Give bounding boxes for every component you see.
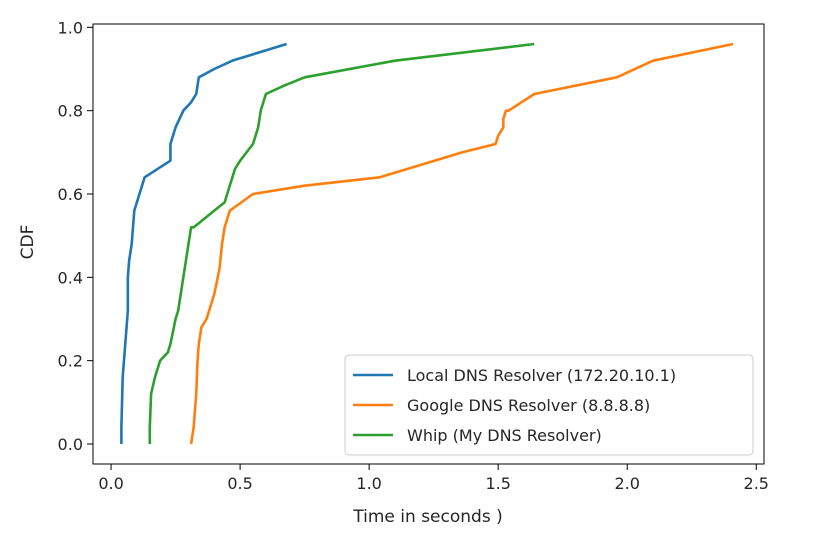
x-tick-label: 0.0 (98, 474, 123, 493)
axes-frame (92, 23, 765, 465)
y-tick-label: 0.0 (58, 435, 83, 454)
plot-frame (92, 23, 765, 465)
series-line-3 (148, 42, 535, 444)
x-axis-label: Time in seconds ) (352, 507, 502, 527)
x-tick-label: 0.5 (227, 474, 252, 493)
x-tick-label: 1.5 (485, 474, 510, 493)
x-tick-label: 2.0 (614, 474, 639, 493)
x-tick-label: 1.0 (356, 474, 381, 493)
series-layer (120, 42, 734, 445)
y-tick-label: 0.6 (58, 185, 83, 204)
y-tick-label: 0.2 (58, 352, 83, 371)
series-line-1 (120, 42, 287, 444)
legend-box (344, 354, 754, 456)
legend-label-1: Local DNS Resolver (172.20.10.1) (407, 366, 676, 385)
y-tick-label: 0.4 (58, 268, 83, 287)
legend: Local DNS Resolver (172.20.10.1) Google D… (344, 354, 754, 456)
y-tick-label: 0.8 (58, 102, 83, 121)
legend-label-3: Whip (My DNS Resolver) (407, 426, 602, 445)
x-axis-ticks: 0.0 0.5 1.0 1.5 2.0 2.5 (98, 464, 769, 493)
x-tick-label: 2.5 (744, 474, 769, 493)
y-axis-label: CDF (18, 225, 38, 260)
y-axis-ticks: 0.0 0.2 0.4 0.6 0.8 1.0 (58, 18, 93, 454)
y-tick-label: 1.0 (58, 18, 83, 37)
legend-label-2: Google DNS Resolver (8.8.8.8) (407, 396, 650, 415)
series-line-2 (189, 42, 734, 445)
